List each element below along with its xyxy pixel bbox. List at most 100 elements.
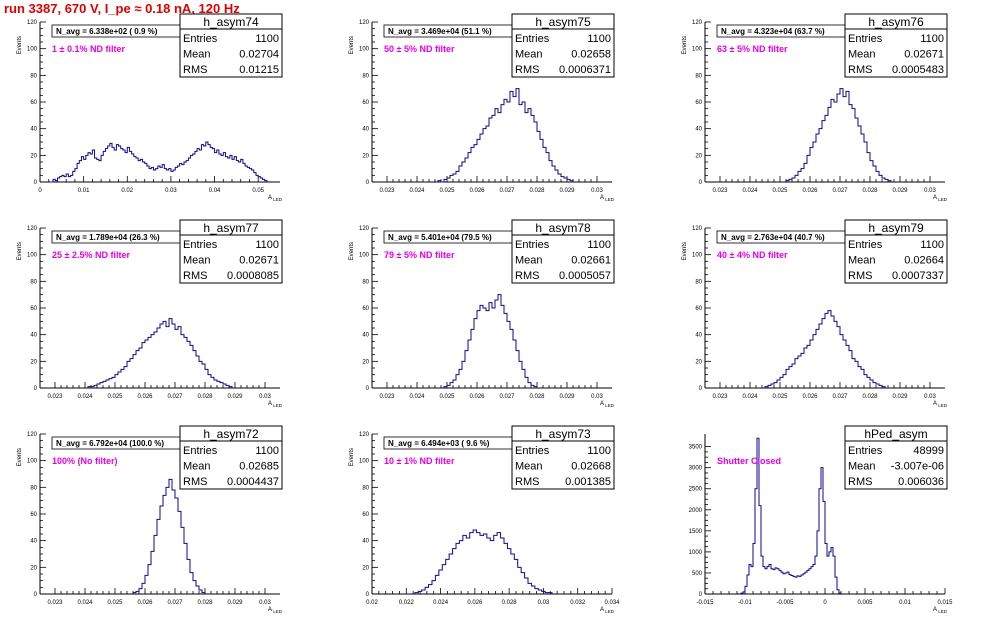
x-tick-label: 0.02: [366, 600, 378, 606]
navg-label: N_avg = 3.469e+04 (51.1 %): [388, 27, 492, 36]
x-tick-label: 0.029: [227, 600, 243, 606]
y-tick-label: 500: [692, 571, 703, 577]
stats-key-rms: RMS: [183, 476, 207, 488]
stats-values-frame: [511, 440, 615, 490]
x-tick-label: 0.028: [502, 600, 518, 606]
x-tick-label: 0.027: [499, 188, 515, 194]
filter-label: 40 ± 4% ND filter: [717, 250, 788, 260]
histogram-step-line: [740, 437, 842, 594]
navg-label: N_avg = 6.338e+02 ( 0.9 %): [56, 27, 158, 36]
x-tick-label: 0.03: [591, 394, 603, 400]
histogram-name: h_asym72: [203, 427, 259, 441]
navg-label: N_avg = 1.789e+04 (26.3 %): [56, 233, 160, 242]
stats-box: h_asym75 Entries 1100 Mean 0.02658 RMS 0.00063…: [511, 13, 615, 78]
y-tick-label: 20: [30, 565, 37, 571]
x-axis-title: A LED: [933, 195, 948, 202]
stats-key-mean: Mean: [848, 255, 876, 267]
stats-value-entries: 1100: [255, 445, 279, 457]
y-tick-label: 2000: [689, 508, 703, 514]
x-tick-label: 0.02: [121, 188, 133, 194]
stats-value-entries: 1100: [920, 239, 944, 251]
stats-values-frame: [179, 440, 283, 490]
stats-key-mean: Mean: [183, 49, 211, 61]
x-tick-label: 0.034: [604, 600, 620, 606]
y-axis-title: Events: [349, 242, 355, 260]
y-tick-label: 60: [362, 100, 369, 106]
stats-key-entries: Entries: [848, 445, 883, 457]
y-axis-title: Events: [349, 36, 355, 54]
x-axis-title: A LED: [933, 401, 948, 408]
histogram-step-line: [443, 294, 538, 388]
stats-key-mean: Mean: [183, 255, 211, 267]
navg-label: N_avg = 4.323e+04 (63.7 %): [721, 27, 825, 36]
y-tick-label: 80: [695, 279, 702, 285]
stats-value-mean: 0.02664: [904, 255, 944, 267]
y-tick-label: 0: [699, 386, 703, 392]
x-tick-label: 0.027: [499, 394, 515, 400]
stats-value-rms: 0.0004437: [227, 476, 279, 488]
y-tick-label: 100: [359, 47, 370, 53]
stats-value-rms: 0.0006371: [559, 64, 611, 76]
y-tick-label: 120: [692, 20, 703, 26]
y-tick-label: 1000: [689, 550, 703, 556]
stats-key-entries: Entries: [183, 445, 218, 457]
stats-value-rms: 0.0008085: [227, 270, 279, 282]
x-tick-label: 0.023: [379, 394, 395, 400]
y-tick-label: 100: [27, 47, 38, 53]
y-tick-label: 40: [30, 333, 37, 339]
stats-values-frame: [844, 234, 948, 284]
y-tick-label: 0: [366, 386, 370, 392]
y-tick-label: 40: [695, 127, 702, 133]
y-tick-label: 20: [30, 359, 37, 365]
x-tick-label: 0.026: [802, 188, 818, 194]
y-tick-label: 120: [359, 432, 370, 438]
x-tick-label: 0.024: [409, 188, 425, 194]
stats-box: h_asym78 Entries 1100 Mean 0.02661 RMS 0.00050…: [511, 219, 615, 284]
x-tick-label: 0.023: [712, 188, 728, 194]
y-axis-title: Events: [17, 36, 23, 54]
histogram-step-line: [785, 88, 892, 182]
y-tick-label: 0: [366, 592, 370, 598]
y-tick-label: 0: [366, 180, 370, 186]
y-tick-label: 60: [30, 512, 37, 518]
stats-values-frame: [179, 234, 283, 284]
stats-key-mean: Mean: [515, 49, 543, 61]
x-tick-label: 0.025: [772, 394, 788, 400]
y-tick-label: 100: [359, 253, 370, 259]
stats-value-mean: 0.02668: [571, 461, 611, 473]
y-tick-label: 80: [362, 279, 369, 285]
x-tick-label: 0.03: [924, 394, 936, 400]
x-tick-label: 0.024: [77, 600, 93, 606]
navg-label: N_avg = 6.792e+04 (100.0 %): [56, 439, 164, 448]
y-tick-label: 120: [27, 20, 38, 26]
y-axis-title: Events: [17, 242, 23, 260]
x-tick-label: 0.024: [409, 394, 425, 400]
navg-label: N_avg = 2.763e+04 (40.7 %): [721, 233, 825, 242]
filter-label: 1 ± 0.1% ND filter: [52, 44, 125, 54]
x-tick-label: 0.022: [399, 600, 415, 606]
y-tick-label: 120: [27, 432, 38, 438]
x-tick-label: 0.025: [107, 394, 123, 400]
y-tick-label: 0: [34, 592, 38, 598]
y-tick-label: 80: [30, 485, 37, 491]
x-axis-title: A LED: [600, 607, 615, 614]
x-tick-label: 0.023: [379, 188, 395, 194]
histogram-panel-h_asym73: 0 20 40 60 80 100 120 0.02 0.022 0.024 0.026 0.028 0…: [349, 425, 620, 614]
x-axis-title: A LED: [600, 401, 615, 408]
x-tick-label: 0.029: [227, 394, 243, 400]
stats-key-mean: Mean: [848, 49, 876, 61]
y-tick-label: 20: [362, 359, 369, 365]
x-tick-label: 0.026: [467, 600, 483, 606]
x-tick-label: 0.027: [167, 600, 183, 606]
x-tick-label: 0.05: [252, 188, 264, 194]
stats-key-rms: RMS: [515, 64, 539, 76]
histogram-panel-hPed_asym: 0 500 1000 1500 2000 2500 3000 3500 -0.015 -0.01 -…: [689, 425, 953, 614]
filter-label: 10 ± 1% ND filter: [384, 456, 455, 466]
histogram-step-line: [132, 478, 206, 594]
x-tick-label: 0.023: [712, 394, 728, 400]
y-tick-label: 20: [695, 153, 702, 159]
x-tick-label: 0.023: [47, 600, 63, 606]
y-tick-label: 120: [27, 226, 38, 232]
x-axis-title: A LED: [933, 607, 948, 614]
y-tick-label: 40: [362, 333, 369, 339]
